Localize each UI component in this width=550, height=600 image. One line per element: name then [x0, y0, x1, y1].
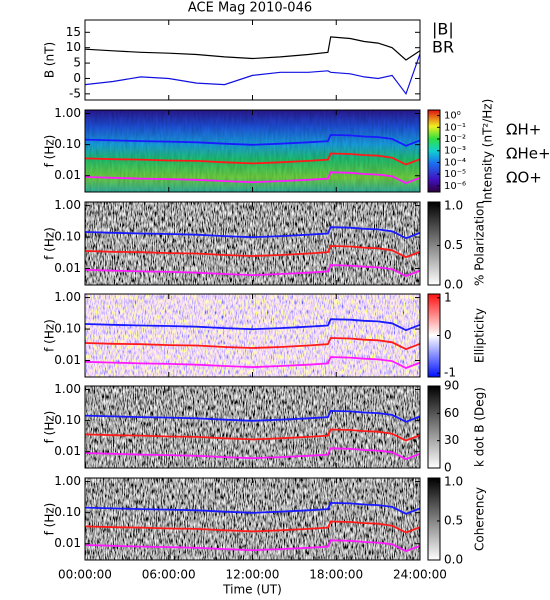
colorbar-tick-label: 60: [444, 406, 459, 420]
y-axis-label: f (Hz): [43, 135, 57, 168]
y-tick-label: 5: [73, 56, 81, 70]
x-tick-label: 24:00:00: [393, 568, 447, 582]
y-tick-label: 15: [66, 25, 81, 39]
colorbar-tick-label: 10⁻²: [444, 134, 466, 145]
colorbar-tick-label: 1: [444, 290, 452, 304]
y-tick-label: 0.10: [54, 413, 81, 427]
y-tick-label: 1.00: [54, 106, 81, 120]
colorbar-tick-label: 10⁻³: [444, 146, 466, 157]
legend-entry: ΩH+: [506, 121, 541, 139]
series-line: [84, 133, 421, 147]
y-tick-label: 1.00: [54, 474, 81, 488]
colorbar-tick-label: 1.0: [444, 474, 463, 488]
colorbar-tick-label: 30: [444, 433, 459, 447]
series-line: [84, 245, 421, 259]
y-axis-label: f (Hz): [43, 319, 57, 352]
series-line: [84, 226, 421, 240]
series-line: [84, 539, 421, 553]
colorbar-label: Ellipticity: [473, 308, 487, 363]
colorbar-label: k dot B (Deg): [473, 387, 487, 467]
x-axis-label: Time (UT): [222, 583, 282, 597]
x-tick-label: 06:00:00: [142, 568, 196, 582]
spectrogram-image: [85, 110, 420, 192]
y-tick-label: -5: [69, 86, 81, 100]
spectrogram-image: [85, 478, 420, 560]
colorbar-tick-label: -1: [444, 366, 456, 380]
colorbar-tick-label: 0: [444, 461, 452, 475]
series-line: [84, 36, 421, 61]
colorbar-tick-label: 0.0: [444, 278, 463, 292]
series-line: [84, 318, 421, 332]
colorbar: [427, 201, 441, 286]
colorbar-tick-label: 0.5: [444, 513, 463, 527]
y-axis-label: B (nT): [43, 42, 57, 78]
y-tick-label: 0.10: [54, 137, 81, 151]
colorbar-tick-label: 1.0: [444, 198, 463, 212]
y-tick-label: 0.10: [54, 322, 81, 336]
series-line: [84, 447, 421, 461]
y-tick-label: 1.00: [54, 382, 81, 396]
spectrogram-image: [85, 202, 420, 285]
y-tick-label: 1.00: [54, 198, 81, 212]
colorbar-tick-label: 10⁻⁶: [444, 181, 466, 192]
colorbar-label: Intensity (nT²/Hz): [481, 99, 495, 204]
legend-entry: ΩO+: [506, 169, 542, 187]
colorbar: [427, 477, 441, 561]
colorbar-tick-label: 0.0: [444, 553, 463, 567]
colorbar-tick-label: 10⁰: [444, 111, 461, 122]
series-line: [84, 501, 421, 515]
y-tick-label: 0.10: [54, 505, 81, 519]
y-axis-label: f (Hz): [43, 227, 57, 260]
series-line: [84, 356, 421, 369]
series-line: [84, 520, 421, 534]
legend-entry: |B|: [432, 20, 454, 39]
colorbar-label: % Polarization: [473, 201, 487, 286]
series-line: [84, 53, 421, 96]
y-tick-label: 0.01: [54, 536, 81, 550]
legend-entry: ΩHe+: [506, 145, 550, 163]
series-line: [84, 171, 421, 185]
y-axis-label: f (Hz): [43, 503, 57, 536]
colorbar-tick-label: 0: [444, 328, 452, 342]
x-tick-label: 18:00:00: [309, 568, 363, 582]
chart-title: ACE Mag 2010-046: [188, 1, 312, 16]
legend-entry: BR: [432, 38, 454, 57]
y-axis-label: f (Hz): [43, 411, 57, 444]
spectrogram-image: [85, 294, 420, 377]
colorbar-tick-label: 10⁻⁵: [444, 169, 466, 180]
series-line: [84, 428, 421, 442]
x-tick-label: 12:00:00: [226, 568, 280, 582]
colorbar-tick-label: 0.5: [444, 238, 463, 252]
plot-frame: [84, 19, 421, 101]
colorbar-label: Coherency: [473, 487, 487, 551]
y-tick-label: 1.00: [54, 290, 81, 304]
y-tick-label: 0: [73, 71, 81, 85]
y-tick-label: 0.01: [54, 444, 81, 458]
x-tick-label: 00:00:00: [58, 568, 112, 582]
y-tick-label: 0.01: [54, 168, 81, 182]
y-tick-label: 10: [66, 40, 81, 54]
y-tick-label: 0.01: [54, 261, 81, 275]
colorbar-tick-label: 10⁻⁴: [444, 157, 466, 168]
series-line: [84, 337, 421, 351]
spectrogram-image: [85, 386, 420, 468]
series-line: [84, 409, 421, 423]
colorbar-tick-label: 10⁻¹: [444, 122, 466, 133]
y-tick-label: 0.01: [54, 353, 81, 367]
series-line: [84, 264, 421, 277]
series-line: [84, 152, 421, 166]
y-tick-label: 0.10: [54, 230, 81, 244]
colorbar: [427, 385, 441, 469]
colorbar-tick-label: 90: [444, 379, 459, 393]
